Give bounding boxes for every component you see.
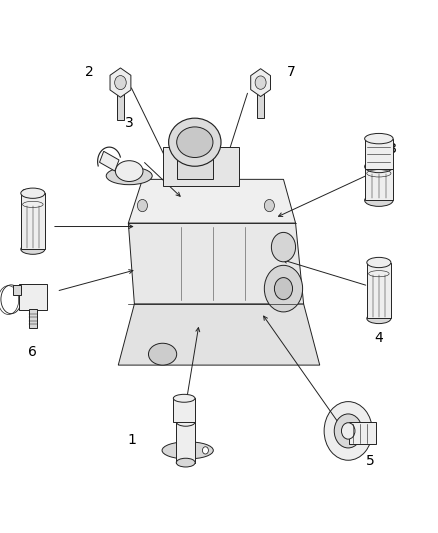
Ellipse shape (169, 118, 221, 166)
Bar (367, 263, 391, 318)
Text: 4: 4 (374, 332, 383, 345)
Circle shape (115, 76, 126, 90)
Text: 6: 6 (28, 345, 37, 359)
Ellipse shape (367, 257, 391, 268)
Circle shape (324, 402, 372, 460)
Ellipse shape (115, 160, 143, 181)
Bar (364, 139, 393, 169)
Ellipse shape (367, 313, 391, 324)
Text: 3: 3 (125, 116, 134, 130)
Text: 7: 7 (287, 65, 296, 79)
Ellipse shape (364, 133, 393, 144)
Circle shape (255, 76, 266, 90)
Bar (258, 94, 264, 118)
Circle shape (138, 199, 148, 212)
Ellipse shape (176, 458, 195, 467)
Circle shape (272, 232, 296, 262)
Bar (19, 285, 46, 310)
Ellipse shape (177, 127, 213, 158)
Ellipse shape (106, 167, 152, 185)
Bar (21, 193, 45, 249)
Ellipse shape (364, 160, 393, 173)
Bar (177, 144, 213, 179)
Circle shape (334, 414, 362, 448)
Bar (117, 94, 124, 120)
Bar (176, 422, 195, 463)
Circle shape (274, 278, 293, 300)
Ellipse shape (21, 188, 45, 198)
Ellipse shape (21, 244, 45, 254)
Ellipse shape (176, 417, 195, 426)
Bar (350, 422, 376, 444)
Ellipse shape (173, 394, 195, 402)
Bar (173, 398, 195, 422)
Ellipse shape (148, 343, 177, 365)
Circle shape (265, 199, 274, 212)
Circle shape (202, 447, 208, 454)
Text: 8: 8 (388, 142, 396, 156)
Circle shape (342, 423, 355, 439)
Text: 1: 1 (127, 433, 136, 447)
Circle shape (264, 265, 303, 312)
Bar (29, 309, 37, 328)
Polygon shape (128, 179, 296, 223)
Bar (99, 151, 119, 171)
Bar (364, 167, 393, 200)
Text: 2: 2 (85, 65, 94, 79)
Bar (13, 285, 21, 295)
Ellipse shape (364, 194, 393, 206)
Polygon shape (110, 68, 131, 97)
Polygon shape (251, 69, 271, 96)
Text: 5: 5 (366, 454, 374, 468)
Polygon shape (128, 223, 304, 304)
Polygon shape (118, 304, 320, 365)
Bar (162, 147, 239, 186)
Ellipse shape (162, 442, 213, 459)
Text: 9: 9 (20, 188, 28, 201)
